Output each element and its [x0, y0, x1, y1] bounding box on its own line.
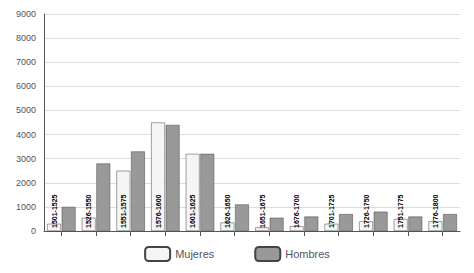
svg-text:1526-1550: 1526-1550: [85, 194, 92, 228]
svg-text:1551-1575: 1551-1575: [120, 194, 127, 228]
svg-text:Hombres: Hombres: [285, 248, 330, 260]
svg-text:1776-1800: 1776-1800: [432, 194, 439, 228]
svg-text:4000: 4000: [16, 130, 36, 140]
svg-text:6000: 6000: [16, 81, 36, 91]
svg-text:1000: 1000: [16, 202, 36, 212]
svg-text:1726-1750: 1726-1750: [363, 194, 370, 228]
svg-text:1501-1525: 1501-1525: [51, 194, 58, 228]
svg-text:5000: 5000: [16, 105, 36, 115]
svg-text:8000: 8000: [16, 33, 36, 43]
svg-text:1701-1725: 1701-1725: [328, 194, 335, 228]
svg-text:1676-1700: 1676-1700: [293, 194, 300, 228]
svg-text:2000: 2000: [16, 178, 36, 188]
svg-text:Mujeres: Mujeres: [175, 248, 215, 260]
svg-text:1651-1675: 1651-1675: [259, 194, 266, 228]
svg-text:9000: 9000: [16, 9, 36, 19]
svg-text:3000: 3000: [16, 154, 36, 164]
svg-text:1601-1625: 1601-1625: [189, 194, 196, 228]
svg-text:0: 0: [31, 226, 36, 236]
svg-text:1751-1775: 1751-1775: [397, 194, 404, 228]
svg-text:1576-1600: 1576-1600: [155, 194, 162, 228]
svg-text:7000: 7000: [16, 57, 36, 67]
svg-text:1626-1650: 1626-1650: [224, 194, 231, 228]
